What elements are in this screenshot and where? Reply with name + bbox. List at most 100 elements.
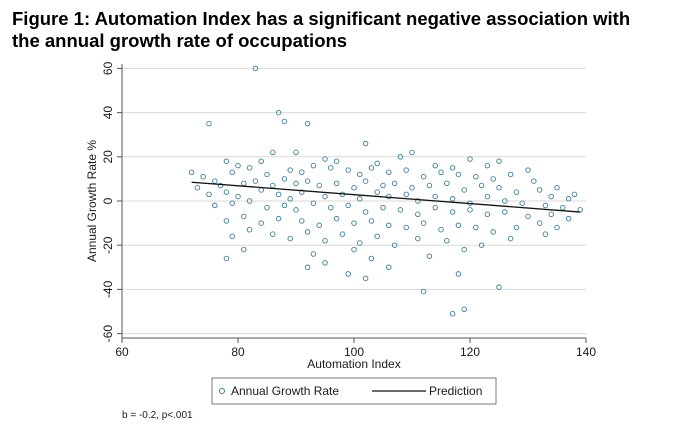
scatter-point bbox=[281, 202, 288, 209]
scatter-point bbox=[438, 226, 444, 233]
scatter-point bbox=[380, 182, 386, 189]
scatter-point bbox=[246, 198, 253, 204]
scatter-point bbox=[322, 238, 328, 244]
scatter-point bbox=[449, 209, 456, 215]
x-tick-label: 80 bbox=[231, 345, 245, 359]
scatter-point bbox=[304, 264, 311, 271]
scatter-point bbox=[490, 176, 496, 182]
scatter-point bbox=[542, 231, 549, 237]
scatter-point bbox=[229, 200, 235, 206]
scatter-point bbox=[368, 165, 375, 171]
scatter-point bbox=[374, 233, 380, 240]
scatter-point bbox=[467, 207, 473, 213]
scatter-point bbox=[374, 189, 380, 195]
scatter-point bbox=[362, 140, 369, 147]
legend-label-scatter: Annual Growth Rate bbox=[231, 384, 339, 398]
scatter-point bbox=[299, 189, 305, 195]
scatter-point bbox=[403, 191, 409, 198]
scatter-point bbox=[455, 271, 462, 277]
y-tick-label: -20 bbox=[101, 236, 115, 254]
scatter-point bbox=[455, 171, 462, 178]
scatter-point bbox=[258, 158, 264, 164]
scatter-point bbox=[571, 191, 578, 198]
prediction-line bbox=[191, 181, 581, 213]
scatter-point bbox=[223, 218, 230, 224]
scatter-point bbox=[293, 180, 299, 187]
scatter-point bbox=[357, 240, 363, 246]
scatter-point bbox=[438, 169, 444, 176]
scatter-point bbox=[554, 184, 560, 191]
scatter-point bbox=[281, 176, 288, 182]
scatter-point bbox=[368, 255, 375, 262]
scatter-point bbox=[287, 235, 293, 242]
scatter-point bbox=[386, 222, 392, 229]
y-tick-label: 0 bbox=[101, 197, 115, 204]
scatter-point bbox=[420, 288, 427, 295]
scatter-point bbox=[478, 182, 485, 189]
page-title: Figure 1: Automation Index has a signifi… bbox=[12, 8, 631, 51]
scatter-point bbox=[310, 162, 317, 169]
scatter-point bbox=[386, 169, 392, 176]
scatter-point bbox=[467, 156, 473, 162]
scatter-point bbox=[420, 220, 427, 226]
scatter-point bbox=[502, 209, 508, 215]
scatter-point bbox=[461, 187, 467, 193]
scatter-point bbox=[287, 167, 293, 173]
scatter-point bbox=[490, 229, 496, 235]
scatter-point bbox=[554, 224, 560, 231]
prediction-line-layer bbox=[191, 181, 581, 213]
scatter-point bbox=[449, 310, 456, 317]
scatter-point bbox=[246, 226, 253, 233]
scatter-point bbox=[328, 204, 334, 211]
legend-box bbox=[211, 377, 497, 405]
scatter-point bbox=[386, 264, 392, 271]
scatter-point bbox=[345, 271, 351, 277]
scatter-point bbox=[496, 284, 502, 290]
scatter-point bbox=[420, 173, 427, 180]
x-axis-title: Automation Index bbox=[307, 357, 400, 371]
scatter-point bbox=[403, 224, 409, 231]
scatter-point bbox=[339, 231, 346, 237]
scatter-point bbox=[519, 200, 525, 206]
scatter-point bbox=[304, 178, 311, 184]
scatter-point bbox=[432, 162, 438, 169]
scatter-point bbox=[484, 162, 491, 169]
scatter-point bbox=[397, 207, 404, 213]
scatter-point bbox=[449, 165, 456, 171]
scatter-point bbox=[345, 202, 351, 209]
scatter-point bbox=[507, 235, 514, 242]
y-tick-label: 60 bbox=[101, 61, 115, 75]
scatter-point bbox=[264, 171, 270, 178]
scatter-point bbox=[270, 149, 276, 156]
scatter-point bbox=[362, 275, 369, 282]
scatter-point bbox=[478, 242, 485, 248]
scatter-point bbox=[525, 167, 531, 173]
scatter-point bbox=[333, 158, 340, 164]
scatter-point bbox=[293, 149, 299, 156]
x-tick-label: 100 bbox=[344, 345, 364, 359]
scatter-point bbox=[241, 180, 247, 187]
scatter-point bbox=[565, 215, 572, 222]
scatter-point bbox=[362, 209, 369, 215]
scatter-point bbox=[217, 182, 224, 189]
scatter-point bbox=[496, 184, 502, 191]
scatter-point bbox=[565, 196, 572, 202]
scatter-point bbox=[415, 198, 421, 204]
scatter-point bbox=[473, 173, 479, 180]
scatter-point bbox=[444, 238, 450, 244]
scatter-point bbox=[235, 193, 241, 200]
scatter-point bbox=[531, 178, 537, 184]
scatter-point bbox=[461, 246, 467, 253]
legend-marker-scatter bbox=[219, 388, 225, 394]
scatter-point bbox=[310, 251, 317, 257]
scatter-point bbox=[415, 235, 421, 242]
scatter-point bbox=[223, 158, 230, 164]
scatter-point bbox=[391, 180, 398, 187]
legend-label-line: Prediction bbox=[429, 384, 482, 398]
scatter-point bbox=[368, 218, 375, 224]
scatter-point bbox=[188, 169, 195, 176]
scatter-point bbox=[299, 169, 305, 176]
scatter-point bbox=[322, 260, 328, 266]
scatter-point bbox=[426, 253, 433, 259]
